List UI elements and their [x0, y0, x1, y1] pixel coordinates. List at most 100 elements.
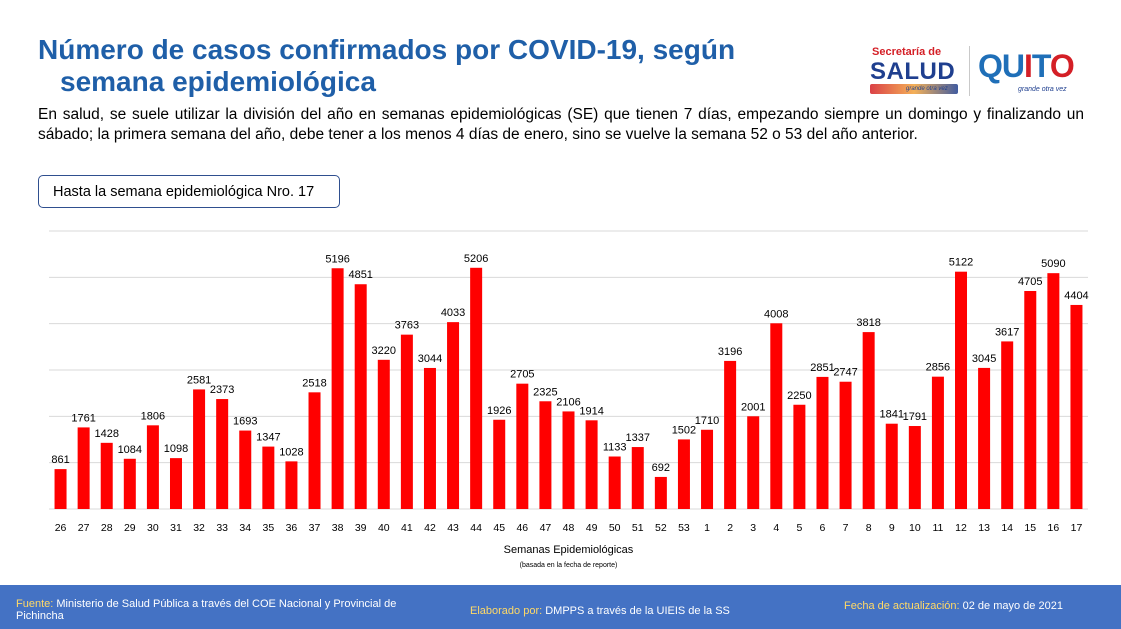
footer-date: Fecha de actualización: 02 de mayo de 20… — [844, 600, 1063, 612]
data-label: 5090 — [1041, 258, 1065, 270]
quito-logo: QUITO grande otra vez — [978, 48, 1088, 98]
bar-week-49 — [585, 420, 598, 509]
data-label: 2325 — [533, 386, 557, 398]
bar-week-48 — [562, 411, 575, 509]
data-label: 1926 — [487, 405, 511, 417]
data-label: 2851 — [810, 362, 834, 374]
bar-week-12 — [955, 271, 968, 509]
secretaria-salud-logo: Secretaría de SALUD grande otra vez — [866, 44, 962, 100]
data-label: 3818 — [856, 317, 880, 329]
data-label: 2001 — [741, 401, 765, 413]
data-label: 1791 — [903, 411, 927, 423]
x-tick-label: 41 — [401, 522, 413, 534]
data-label: 5122 — [949, 257, 973, 269]
logo-salud-top: Secretaría de — [872, 46, 942, 58]
x-tick-label: 49 — [586, 522, 598, 534]
x-tick-label: 10 — [909, 522, 921, 534]
bar-week-14 — [1001, 341, 1014, 509]
data-label: 3763 — [395, 320, 419, 332]
bar-week-8 — [862, 332, 875, 509]
bar-week-9 — [885, 423, 898, 509]
x-tick-label: 2 — [727, 522, 733, 534]
data-label: 2106 — [556, 396, 580, 408]
data-label: 3196 — [718, 346, 742, 358]
data-label: 692 — [652, 462, 670, 474]
data-label: 861 — [51, 454, 69, 466]
x-tick-label: 6 — [820, 522, 826, 534]
logo-quito-word: QUITO — [978, 48, 1075, 84]
data-label: 1710 — [695, 415, 719, 427]
data-label: 2705 — [510, 369, 534, 381]
x-tick-label: 35 — [263, 522, 275, 534]
data-label: 3220 — [372, 345, 396, 357]
bar-week-29 — [123, 458, 136, 509]
bar-week-31 — [169, 458, 182, 509]
week-badge: Hasta la semana epidemiológica Nro. 17 — [38, 175, 340, 208]
bar-week-46 — [516, 383, 529, 509]
description-text: En salud, se suele utilizar la división … — [38, 106, 1084, 143]
data-label: 3617 — [995, 326, 1019, 338]
x-tick-label: 31 — [170, 522, 182, 534]
x-tick-label: 28 — [101, 522, 113, 534]
x-tick-label: 43 — [447, 522, 459, 534]
bar-week-44 — [470, 267, 483, 509]
logo-stripe — [870, 84, 958, 94]
x-tick-label: 34 — [239, 522, 251, 534]
x-tick-label: 52 — [655, 522, 667, 534]
data-label: 4404 — [1064, 290, 1088, 302]
x-tick-label: 39 — [355, 522, 367, 534]
x-tick-label: 45 — [493, 522, 505, 534]
data-label: 2250 — [787, 390, 811, 402]
bar-week-2 — [724, 360, 737, 509]
bar-week-26 — [54, 469, 67, 509]
data-label: 1914 — [579, 405, 603, 417]
bar-week-53 — [677, 439, 690, 509]
logo-salud-tag: grande otra vez — [906, 86, 948, 92]
bar-week-51 — [631, 447, 644, 509]
x-tick-label: 15 — [1024, 522, 1036, 534]
bar-week-15 — [1024, 291, 1037, 509]
x-tick-label: 7 — [843, 522, 849, 534]
bar-week-43 — [447, 322, 460, 509]
x-tick-label: 40 — [378, 522, 390, 534]
x-tick-label: 27 — [78, 522, 90, 534]
data-label: 1761 — [71, 412, 95, 424]
data-label: 4033 — [441, 307, 465, 319]
x-tick-label: 46 — [516, 522, 528, 534]
footer-date-text: 02 de mayo de 2021 — [962, 600, 1063, 612]
x-tick-label: 4 — [773, 522, 779, 534]
footer-author-text: DMPPS a través de la UIEIS de la SS — [545, 605, 730, 617]
x-tick-label: 44 — [470, 522, 482, 534]
data-label: 1693 — [233, 416, 257, 428]
x-axis-sublabel: (basada en la fecha de reporte) — [520, 562, 618, 569]
bar-week-13 — [978, 367, 991, 509]
x-tick-label: 12 — [955, 522, 967, 534]
bar-week-7 — [839, 381, 852, 509]
x-tick-label: 32 — [193, 522, 205, 534]
logo-salud-main: SALUD — [870, 58, 956, 85]
data-label: 5196 — [325, 253, 349, 265]
data-label: 2373 — [210, 384, 234, 396]
x-tick-label: 8 — [866, 522, 872, 534]
data-label: 1428 — [94, 428, 118, 440]
footer-source-text: Ministerio de Salud Pública a través del… — [16, 598, 397, 622]
x-tick-label: 9 — [889, 522, 895, 534]
data-label: 1841 — [880, 409, 904, 421]
bar-week-37 — [308, 392, 321, 509]
data-label: 3044 — [418, 353, 442, 365]
bar-week-3 — [747, 416, 760, 509]
x-tick-label: 11 — [932, 522, 943, 534]
data-label: 2581 — [187, 374, 211, 386]
bar-week-52 — [654, 476, 667, 509]
data-label: 5206 — [464, 253, 488, 265]
footer: Fuente: Ministerio de Salud Pública a tr… — [0, 585, 1121, 629]
data-label: 1337 — [626, 432, 650, 444]
data-label: 4008 — [764, 308, 788, 320]
x-tick-label: 1 — [704, 522, 710, 534]
data-label: 1502 — [672, 424, 696, 436]
x-tick-label: 51 — [632, 522, 644, 534]
logo-divider — [969, 46, 970, 96]
bar-week-50 — [608, 456, 621, 509]
bar-week-11 — [931, 376, 944, 509]
footer-date-key: Fecha de actualización: — [844, 600, 960, 612]
